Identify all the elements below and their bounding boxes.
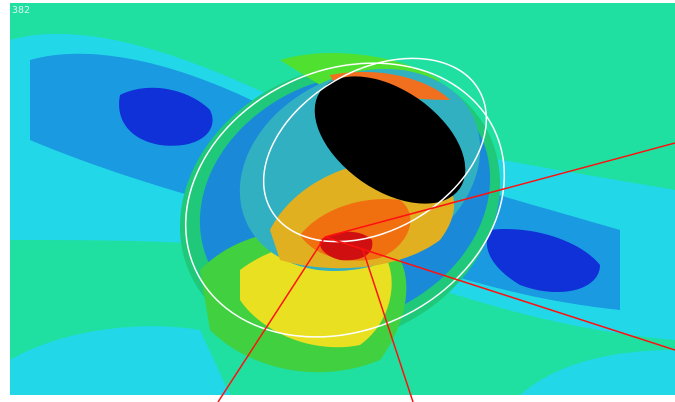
stress-contour-plot: 382 (0, 0, 675, 402)
frame-label: 382 (12, 5, 30, 16)
page: {"label": "382"} 382 (0, 0, 675, 402)
contour-field: 382 (10, 3, 675, 397)
